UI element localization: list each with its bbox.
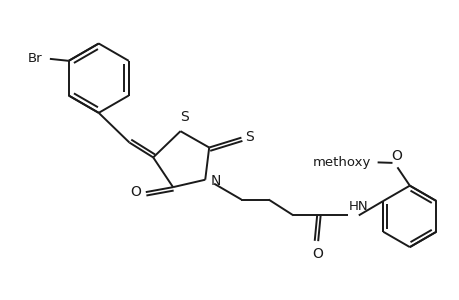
Text: methoxy: methoxy xyxy=(312,156,370,169)
Text: N: N xyxy=(210,174,220,188)
Text: S: S xyxy=(179,110,188,124)
Text: O: O xyxy=(391,149,402,163)
Text: HN: HN xyxy=(348,200,368,213)
Text: S: S xyxy=(245,130,253,144)
Text: O: O xyxy=(130,185,140,199)
Text: O: O xyxy=(312,247,323,261)
Text: Br: Br xyxy=(28,52,42,65)
